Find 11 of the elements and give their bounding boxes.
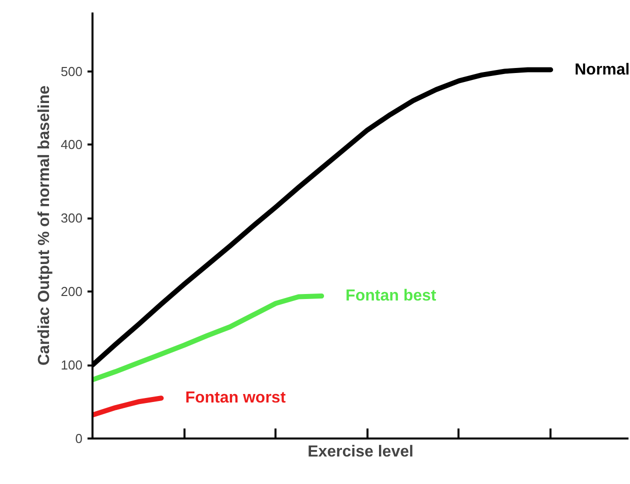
- y-tick-label: 100: [60, 358, 83, 373]
- series-label: Fontan worst: [185, 390, 286, 407]
- series-label: Fontan best: [346, 288, 437, 305]
- y-tick-label: 400: [60, 137, 83, 152]
- y-axis-title: Cardiac Output % of normal baseline: [36, 85, 53, 366]
- y-tick-label: 0: [75, 431, 83, 446]
- y-tick-label: 200: [60, 284, 83, 300]
- series-label: Normal: [574, 61, 630, 78]
- x-axis-title: Exercise level: [308, 444, 414, 460]
- y-tick-label: 500: [60, 64, 83, 79]
- y-tick-label: 300: [60, 210, 83, 226]
